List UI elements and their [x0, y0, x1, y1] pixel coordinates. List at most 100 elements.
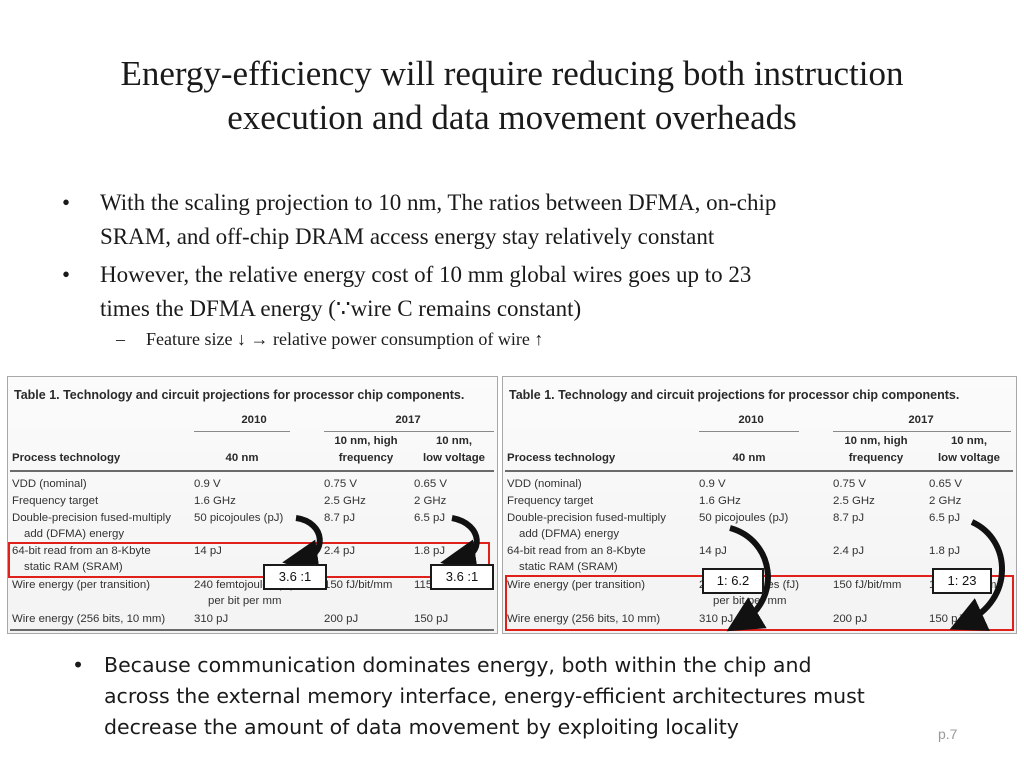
header-hf-line-2: frequency — [338, 452, 394, 464]
table-cell: 50 picojoules (pJ) — [194, 512, 284, 524]
table-cell: Wire energy (256 bits, 10 mm) — [12, 613, 166, 625]
table-cell: 0.9 V — [699, 478, 726, 490]
bullet-dot: • — [72, 653, 85, 677]
table-cell: 310 pJ — [194, 613, 229, 625]
table-cell: 1.6 GHz — [699, 495, 741, 507]
header-lv-line-1: 10 nm, — [435, 435, 473, 447]
curved-arrow-icon — [949, 519, 1005, 631]
header-rule — [699, 431, 799, 432]
table-cell: add (DFMA) energy — [24, 528, 125, 540]
table-cell: 50 picojoules (pJ) — [699, 512, 789, 524]
header-year-2010: 2010 — [738, 414, 764, 426]
table-cell: 14 pJ — [699, 545, 727, 557]
table-cell: 14 pJ — [194, 545, 222, 557]
ratio-box-wire-2017: 1: 23 — [932, 568, 992, 594]
slide-title: Energy-efficiency will require reducing … — [40, 52, 984, 140]
header-hf-line-1: 10 nm, high — [844, 435, 908, 447]
table-bottom-rule — [10, 629, 494, 631]
table-cell: Wire energy (per transition) — [507, 579, 646, 591]
bottom-line-3: decrease the amount of data movement by … — [104, 715, 739, 739]
bullet-2-line-2: times the DFMA energy (∵wire C remains c… — [100, 296, 582, 321]
table-cell: 0.9 V — [194, 478, 221, 490]
header-40nm: 40 nm — [225, 452, 259, 464]
header-lv-line-1: 10 nm, — [950, 435, 988, 447]
table-cell: 150 pJ — [414, 613, 449, 625]
table-cell: Double-precision fused-multiply — [12, 512, 171, 524]
table-cell: 8.7 pJ — [833, 512, 865, 524]
table-cell: 6.5 pJ — [929, 512, 961, 524]
header-hf-line-1: 10 nm, high — [334, 435, 398, 447]
table-cell: VDD (nominal) — [507, 478, 582, 490]
curved-arrow-icon — [440, 515, 480, 576]
bullet-item-1: • With the scaling projection to 10 nm, … — [62, 186, 962, 254]
table-cell: 0.65 V — [414, 478, 447, 490]
page-number: p.7 — [938, 726, 958, 742]
sub-bullet-item: – Feature size ↓ → relative power consum… — [62, 326, 962, 352]
table-cell: static RAM (SRAM) — [519, 561, 618, 573]
table-cell: 8.7 pJ — [324, 512, 356, 524]
table-cell: static RAM (SRAM) — [24, 561, 123, 573]
table-cell: 0.75 V — [833, 478, 866, 490]
header-hf-line-2: frequency — [848, 452, 904, 464]
header-rule — [194, 431, 290, 432]
sub-bullet-text: Feature size ↓ → relative power consumpt… — [146, 329, 544, 349]
table-cell: VDD (nominal) — [12, 478, 87, 490]
table-cell: add (DFMA) energy — [519, 528, 620, 540]
ratio-box-wire-2010: 1: 6.2 — [702, 568, 764, 594]
table-cell: 1.8 pJ — [414, 545, 446, 557]
sram-row-highlight — [8, 542, 490, 578]
header-year-2017: 2017 — [908, 414, 934, 426]
header-40nm: 40 nm — [732, 452, 766, 464]
table-cell: 1.8 pJ — [929, 545, 961, 557]
header-rule — [324, 431, 494, 432]
table-cell: 0.65 V — [929, 478, 962, 490]
sub-bullet-dash: – — [116, 329, 125, 349]
table-cell: 310 pJ — [699, 613, 734, 625]
curved-arrow-icon — [282, 515, 323, 576]
bullet-list: • With the scaling projection to 10 nm, … — [62, 186, 962, 352]
table-cell: 150 fJ/bit/mm — [324, 579, 393, 591]
table-cell: 200 pJ — [324, 613, 359, 625]
bullet-dot: • — [62, 262, 71, 287]
bottom-bullet: • Because communication dominates energy… — [72, 650, 972, 743]
header-lv-line-2: low voltage — [422, 452, 486, 464]
header-bottom-rule — [10, 470, 494, 472]
ratio-box-sram-2010: 3.6 :1 — [263, 564, 327, 590]
bottom-line-1: Because communication dominates energy, … — [104, 653, 812, 677]
table-cell: 2 GHz — [414, 495, 447, 507]
table-cell: 0.75 V — [324, 478, 357, 490]
table-cell: 2.4 pJ — [324, 545, 356, 557]
table-cell: Wire energy (per transition) — [12, 579, 151, 591]
table-cell: 2.5 GHz — [324, 495, 366, 507]
table-cell: per bit per mm — [208, 595, 282, 607]
table-cell: Frequency target — [507, 495, 594, 507]
bullet-1-line-1: With the scaling projection to 10 nm, Th… — [100, 190, 777, 215]
header-bottom-rule — [505, 470, 1013, 472]
table-caption: Table 1. Technology and circuit projecti… — [14, 388, 465, 402]
table-cell: 64-bit read from an 8-Kbyte — [507, 545, 646, 557]
header-year-2017: 2017 — [395, 414, 421, 426]
table-caption: Table 1. Technology and circuit projecti… — [509, 388, 960, 402]
title-line-1: Energy-efficiency will require reducing … — [120, 54, 904, 93]
header-year-2010: 2010 — [241, 414, 267, 426]
bottom-line-2: across the external memory interface, en… — [104, 684, 865, 708]
table-image-left: Table 1. Technology and circuit projecti… — [7, 376, 498, 634]
table-cell: Wire energy (256 bits, 10 mm) — [507, 613, 661, 625]
header-lv-line-2: low voltage — [937, 452, 1001, 464]
header-rule — [833, 431, 1011, 432]
table-cell: 2.5 GHz — [833, 495, 875, 507]
table-cell: 2 GHz — [929, 495, 962, 507]
bullet-item-2: • However, the relative energy cost of 1… — [62, 258, 962, 326]
table-cell: 1.6 GHz — [194, 495, 236, 507]
ratio-box-sram-2017: 3.6 :1 — [430, 564, 494, 590]
header-process-technology: Process technology — [507, 452, 616, 464]
table-cell: 6.5 pJ — [414, 512, 446, 524]
title-line-2: execution and data movement overheads — [227, 98, 797, 137]
header-process-technology: Process technology — [12, 452, 121, 464]
curved-arrow-icon — [726, 525, 771, 632]
bullet-1-line-2: SRAM, and off-chip DRAM access energy st… — [100, 224, 715, 249]
table-cell: Double-precision fused-multiply — [507, 512, 666, 524]
table-cell: 200 pJ — [833, 613, 868, 625]
table-cell: 64-bit read from an 8-Kbyte — [12, 545, 151, 557]
